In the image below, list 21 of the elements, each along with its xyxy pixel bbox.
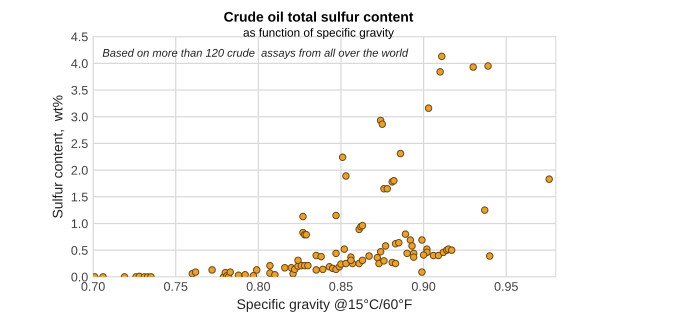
y-tick-label: 0.0: [71, 272, 88, 282]
y-tick-label: 0.5: [71, 246, 88, 255]
y-tick-label: 4.0: [71, 59, 88, 68]
x-tick-label: 0.85: [329, 282, 353, 291]
y-tick-label: 3.5: [71, 86, 88, 95]
annotation: Based on more than 120 crude assays from all over the world: [102, 48, 408, 59]
y-tick-label: 1.5: [72, 192, 88, 202]
y-tick-label: 3.0: [71, 112, 88, 122]
x-tick-label: 0.90: [412, 282, 436, 291]
chart-subtitle: as function of specific gravity: [244, 28, 394, 40]
y-tick-label: 4.5: [71, 32, 88, 42]
x-tick-label: 0.70: [81, 282, 105, 291]
x-tick-label: 0.80: [246, 282, 270, 291]
y-tick-label: 2.0: [71, 166, 88, 175]
x-tick-label: 0.95: [494, 282, 518, 291]
y-tick-label: 1.0: [72, 219, 88, 228]
x-axis-title: Specific gravity @15°C/60°F: [237, 298, 412, 312]
x-tick-label: 0.75: [164, 282, 188, 291]
chart-title: Crude oil total sulfur content: [224, 12, 414, 22]
y-tick-label: 2.5: [71, 139, 88, 148]
y-axis-title: Sulfur content, wt%: [52, 95, 64, 218]
